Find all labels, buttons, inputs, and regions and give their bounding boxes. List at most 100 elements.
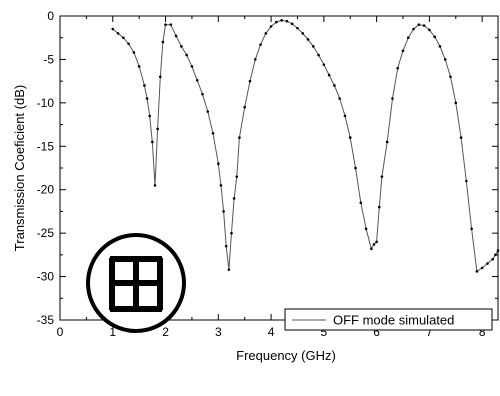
data-point (280, 19, 283, 22)
data-point (494, 253, 497, 257)
data-point (317, 53, 320, 57)
data-point (224, 244, 228, 248)
data-point (211, 131, 215, 135)
data-point (312, 45, 315, 48)
data-point (327, 73, 331, 77)
data-point (185, 53, 188, 57)
data-point (470, 227, 473, 231)
y-tick-label: -5 (43, 52, 54, 66)
data-point (153, 184, 157, 187)
data-point (253, 58, 257, 61)
data-point (238, 136, 241, 139)
axis-ticks: 0 1 2 3 4 5 6 7 8 0 -5 -10 -15 -20 -25 -30 -35 (37, 9, 498, 339)
data-point (391, 97, 394, 100)
data-point (422, 24, 426, 27)
data-point (348, 136, 352, 139)
data-point (396, 66, 400, 70)
data-point (156, 127, 159, 131)
data-point (243, 105, 246, 109)
data-point (248, 79, 252, 83)
data-point (372, 243, 376, 246)
data-point (143, 84, 146, 87)
data-point (377, 205, 381, 209)
data-point (354, 166, 357, 170)
data-point (116, 32, 120, 35)
data-point (151, 140, 154, 144)
x-tick-label: 1 (109, 325, 116, 339)
data-point (137, 65, 141, 68)
x-tick-label: 8 (479, 325, 486, 339)
x-tick-label: 7 (426, 325, 433, 339)
data-point (401, 49, 405, 53)
legend: OFF mode simulated (284, 308, 493, 331)
data-point (475, 270, 479, 273)
legend-label: OFF mode simulated (333, 313, 454, 328)
data-point (380, 175, 384, 178)
data-point (222, 210, 225, 213)
data-point (269, 25, 273, 28)
data-point (296, 26, 299, 30)
data-point (364, 227, 368, 231)
data-point (306, 38, 310, 41)
data-point (343, 114, 347, 118)
data-point (111, 27, 115, 31)
data-point (375, 240, 378, 244)
y-tick-label: -30 (37, 270, 55, 284)
data-point (148, 114, 152, 118)
y-tick-label: -20 (37, 183, 55, 197)
data-point (164, 23, 167, 26)
data-point (232, 197, 236, 200)
y-tick-label: -10 (37, 96, 55, 110)
data-point (496, 249, 500, 252)
data-point (290, 22, 294, 26)
y-axis-title: Transmission Coeficient (dB) (12, 85, 27, 251)
data-point (201, 92, 204, 96)
y-tick-label: -25 (37, 226, 55, 240)
data-point (428, 28, 431, 32)
data-point (406, 36, 410, 40)
data-point (480, 266, 484, 270)
data-point (190, 65, 194, 68)
data-point (417, 23, 421, 26)
data-point (449, 75, 452, 79)
data-point (217, 162, 220, 165)
data-point (285, 19, 289, 23)
data-point (491, 257, 495, 261)
data-point (235, 175, 239, 178)
data-point (122, 36, 125, 40)
data-point (275, 20, 278, 24)
y-tick-label: -35 (37, 313, 55, 327)
data-point (322, 63, 326, 66)
data-point (385, 140, 389, 144)
legend-box (284, 308, 493, 331)
data-point (370, 247, 373, 251)
data-point (438, 45, 442, 48)
x-tick-label: 4 (268, 325, 275, 339)
data-point (486, 262, 489, 265)
x-axis-title: Frequency (GHz) (236, 348, 336, 363)
data-point (161, 40, 165, 44)
data-point (433, 35, 436, 39)
inset-cross-symbol (86, 233, 186, 333)
data-point (145, 97, 149, 100)
data-point (169, 23, 173, 26)
x-tick-label: 5 (321, 325, 328, 339)
data-point (465, 179, 468, 183)
y-tick-label: 0 (47, 9, 54, 23)
data-point (174, 34, 178, 38)
data-point (219, 184, 223, 187)
data-point (158, 75, 162, 79)
data-point (230, 231, 233, 235)
data-point (264, 32, 268, 35)
x-tick-label: 6 (373, 325, 380, 339)
data-point (227, 268, 231, 271)
series-layer (111, 19, 500, 273)
x-tick-label: 0 (57, 325, 64, 339)
x-tick-label: 2 (162, 325, 169, 339)
data-point (459, 136, 463, 139)
data-point (443, 58, 447, 61)
data-point (259, 43, 262, 46)
data-point (206, 110, 210, 113)
y-tick-label: -15 (37, 139, 55, 153)
data-point (301, 32, 305, 35)
